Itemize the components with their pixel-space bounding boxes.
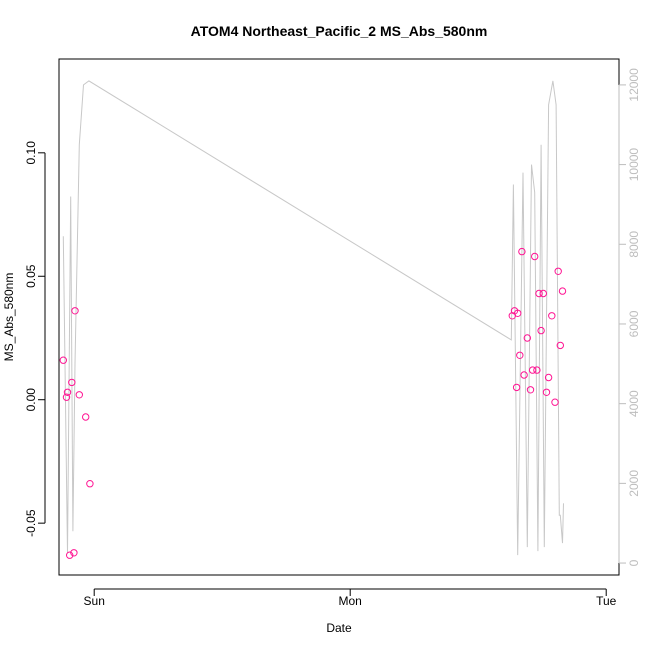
data-point <box>533 366 541 374</box>
y-left-tick-label: 0.00 <box>24 388 38 412</box>
y-axis-left: -0.05 0.00 0.05 0.10 <box>24 141 46 537</box>
x-tick-label: Sun <box>84 594 105 608</box>
y-left-tick-label: 0.05 <box>24 264 38 288</box>
data-point <box>82 413 90 421</box>
data-point <box>544 373 553 382</box>
y-right-tick-label: 2000 <box>627 470 641 497</box>
data-point <box>537 326 545 335</box>
y-left-tick-label: 0.10 <box>24 141 38 165</box>
x-axis: Sun Mon Tue <box>84 588 617 608</box>
data-point <box>554 267 562 275</box>
data-point <box>59 356 67 364</box>
data-point <box>520 371 528 379</box>
data-point <box>526 386 535 394</box>
data-point <box>551 398 559 406</box>
data-point <box>535 289 543 298</box>
data-point <box>71 307 79 315</box>
plot-frame <box>58 58 620 576</box>
y-right-tick-label: 0 <box>627 559 641 566</box>
data-point <box>556 341 564 350</box>
data-point <box>531 252 539 261</box>
data-point <box>542 388 551 396</box>
data-point <box>514 309 522 317</box>
data-point <box>63 388 72 396</box>
y-right-tick-label: 6000 <box>627 310 641 337</box>
data-point <box>75 391 84 399</box>
data-point <box>548 312 556 320</box>
y-axis-label: MS_Abs_580nm <box>2 273 16 362</box>
x-tick-label: Mon <box>339 594 362 608</box>
series-line <box>62 80 564 556</box>
y-right-tick-label: 12000 <box>627 68 641 102</box>
x-tick-label: Tue <box>596 594 617 608</box>
data-point <box>86 480 94 488</box>
data-point <box>523 334 531 342</box>
data-point <box>512 383 521 392</box>
line-series <box>62 80 564 556</box>
y-axis-right: 0 2000 4000 6000 8000 10000 12000 <box>618 68 641 566</box>
data-point <box>518 247 526 256</box>
data-point <box>68 378 76 387</box>
data-point <box>539 289 547 298</box>
data-point <box>528 366 537 374</box>
data-point <box>558 287 567 295</box>
data-point <box>62 393 71 401</box>
data-point <box>516 351 524 359</box>
y-right-tick-label: 4000 <box>627 390 641 417</box>
y-right-tick-label: 10000 <box>627 148 641 182</box>
data-point <box>70 549 78 557</box>
y-right-tick-label: 8000 <box>627 231 641 258</box>
data-point <box>66 551 74 559</box>
y-left-tick-label: -0.05 <box>24 509 38 537</box>
point-series <box>59 247 567 559</box>
x-axis-label: Date <box>326 621 352 635</box>
chart-title: ATOM4 Northeast_Pacific_2 MS_Abs_580nm <box>191 23 488 39</box>
